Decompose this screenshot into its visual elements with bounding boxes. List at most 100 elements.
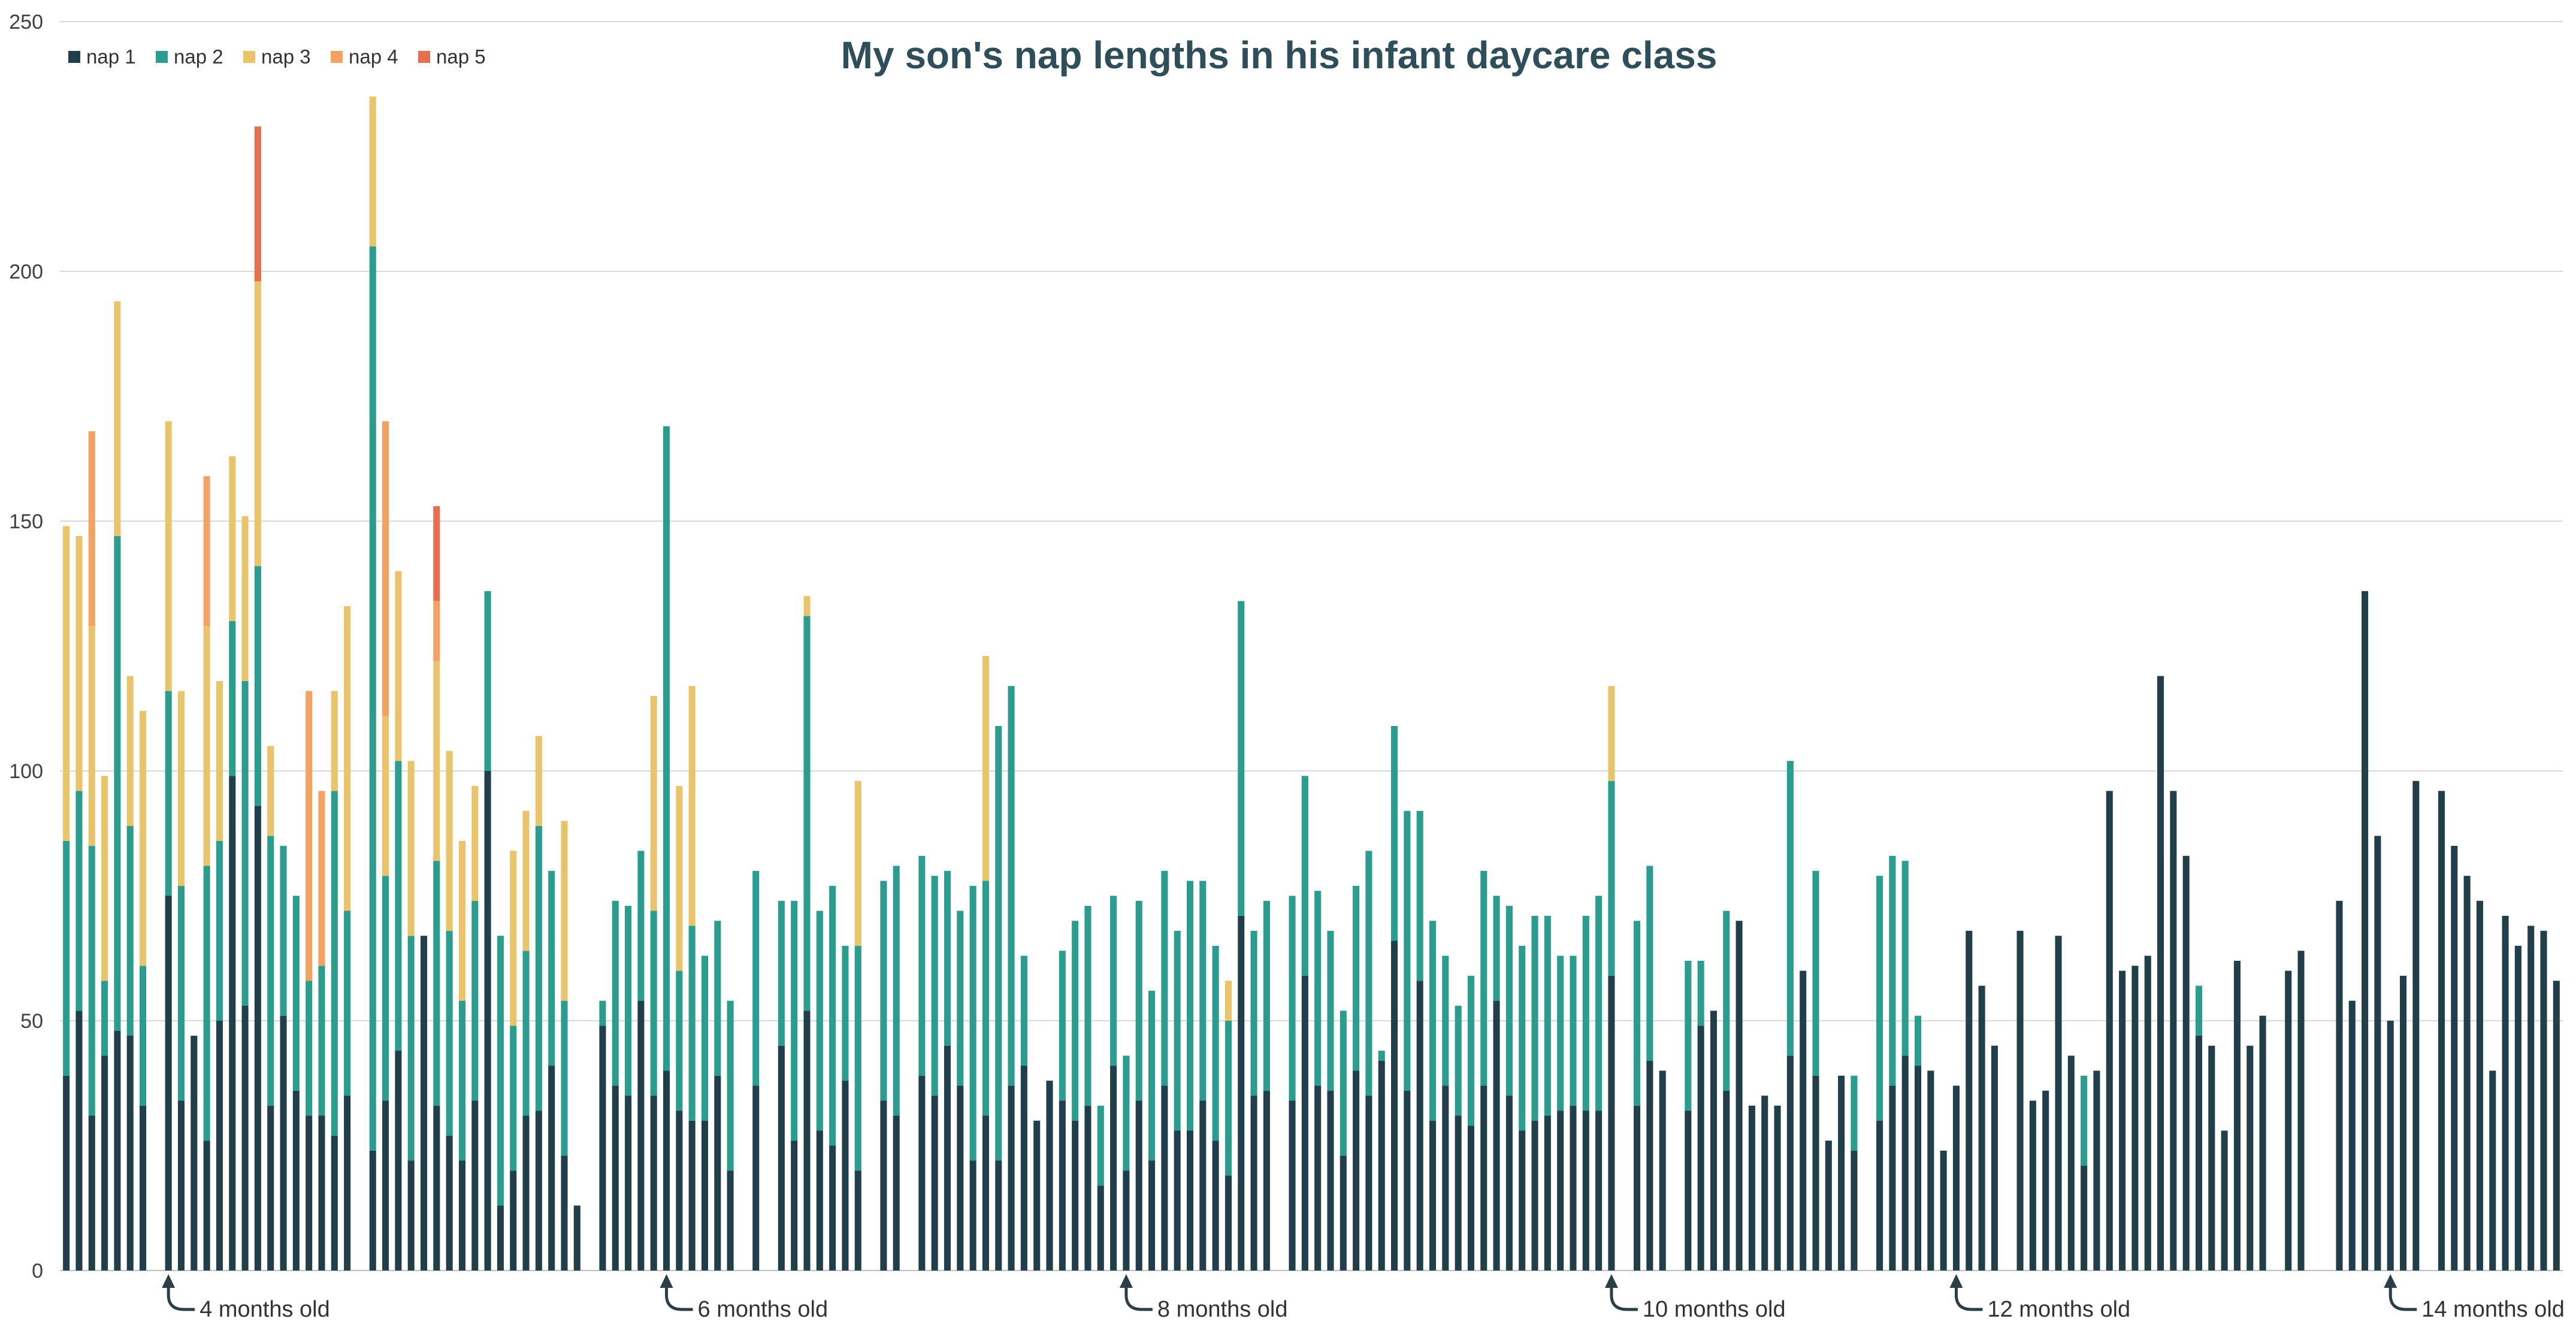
- age-label: 12 months old: [1987, 1297, 2130, 1322]
- bar-nap2-75: [1020, 955, 1027, 1066]
- age-annotation: 14 months old: [2384, 1274, 2565, 1322]
- legend-item-nap-3: nap 3: [243, 46, 311, 68]
- bar-nap1-194: [2540, 930, 2547, 1271]
- bar-nap1-172: [2259, 1015, 2266, 1271]
- bar-nap2-91: [1224, 1021, 1232, 1176]
- bar-nap2-145: [1914, 1015, 1922, 1066]
- arrowhead-icon: [660, 1274, 673, 1288]
- bar-nap2-109: [1455, 1005, 1462, 1116]
- bar-nap2-97: [1301, 776, 1308, 976]
- bar-nap1-128: [1697, 1026, 1704, 1271]
- bar-nap2-101: [1353, 885, 1360, 1071]
- bar-nap1-93: [1250, 1096, 1257, 1271]
- bar-nap2-144: [1901, 861, 1909, 1056]
- bar-nap1-133: [1761, 1096, 1768, 1271]
- curved-arrow-icon: [2388, 1279, 2417, 1311]
- bar-nap1-180: [2362, 591, 2369, 1271]
- bar-nap2-1: [75, 791, 83, 1011]
- bar-nap1-139: [1838, 1075, 1845, 1271]
- bar-nap1-21: [331, 1135, 338, 1271]
- bar-nap1-4: [114, 1030, 121, 1271]
- bar-nap2-113: [1505, 906, 1513, 1096]
- age-annotation: 8 months old: [1119, 1274, 1287, 1322]
- bar-nap1-134: [1774, 1105, 1781, 1271]
- bar-nap1-39: [561, 1155, 568, 1271]
- bar-nap2-42: [599, 1000, 606, 1026]
- y-tick-label: 50: [20, 1010, 43, 1033]
- bar-nap4-25: [382, 421, 389, 716]
- bar-nap2-85: [1148, 990, 1156, 1161]
- bar-nap1-28: [420, 936, 428, 1271]
- bar-nap2-50: [701, 955, 709, 1121]
- bar-nap1-26: [395, 1051, 402, 1271]
- bar-nap1-98: [1314, 1085, 1322, 1271]
- bar-nap1-42: [599, 1026, 606, 1271]
- bar-nap2-82: [1110, 896, 1117, 1066]
- bar-nap1-82: [1110, 1066, 1117, 1271]
- bar-nap2-20: [318, 966, 325, 1116]
- bar-nap1-84: [1135, 1100, 1142, 1271]
- bar-nap3-27: [407, 761, 415, 936]
- curved-arrow-icon: [1124, 1279, 1153, 1311]
- y-tick-label: 0: [32, 1260, 43, 1282]
- bar-nap2-88: [1186, 881, 1194, 1131]
- bar-nap2-99: [1327, 930, 1334, 1091]
- bar-nap5-15: [254, 126, 261, 282]
- bar-nap2-2: [88, 846, 95, 1116]
- bar-nap2-52: [727, 1000, 734, 1171]
- bar-nap1-62: [854, 1170, 861, 1271]
- bar-nap3-22: [344, 606, 351, 911]
- bar-nap1-170: [2233, 960, 2241, 1271]
- bar-nap1-154: [2029, 1100, 2036, 1271]
- bar-nap1-17: [280, 1015, 287, 1271]
- bar-nap1-60: [829, 1145, 836, 1271]
- bar-nap2-74: [1008, 686, 1015, 1086]
- bar-nap2-25: [382, 876, 389, 1101]
- bar-nap2-5: [126, 825, 134, 1036]
- bar-nap1-79: [1072, 1120, 1079, 1271]
- bar-nap1-153: [2016, 930, 2024, 1271]
- bar-nap1-182: [2387, 1021, 2394, 1271]
- bar-nap2-37: [535, 825, 542, 1111]
- bar-nap3-24: [369, 96, 376, 247]
- bar-nap1-111: [1480, 1085, 1487, 1271]
- bar-nap2-12: [216, 840, 223, 1021]
- bar-nap3-62: [854, 781, 861, 946]
- bar-nap2-108: [1442, 955, 1449, 1086]
- bar-nap2-83: [1123, 1055, 1130, 1171]
- bar-nap3-39: [561, 821, 568, 1001]
- bar-nap1-51: [714, 1075, 721, 1271]
- bar-nap2-9: [177, 885, 185, 1101]
- bar-nap3-30: [446, 751, 453, 931]
- curved-arrow-icon: [1610, 1279, 1638, 1311]
- bar-nap2-71: [969, 885, 976, 1161]
- bar-nap1-73: [995, 1160, 1002, 1271]
- bar-nap2-118: [1570, 955, 1577, 1106]
- bar-nap1-110: [1467, 1126, 1474, 1271]
- bar-nap3-14: [241, 516, 249, 681]
- bar-nap1-174: [2285, 970, 2292, 1271]
- age-label: 4 months old: [199, 1297, 330, 1322]
- bar-nap2-36: [522, 951, 530, 1116]
- bar-nap1-148: [1952, 1085, 1960, 1271]
- bar-nap1-20: [318, 1115, 325, 1271]
- bar-nap3-58: [803, 596, 811, 616]
- bar-nap2-158: [2081, 1075, 2088, 1166]
- bar-nap2-65: [893, 866, 900, 1116]
- bar-nap2-70: [957, 910, 964, 1086]
- bar-nap3-26: [395, 571, 402, 761]
- bar-nap1-100: [1340, 1155, 1347, 1271]
- bar-nap3-12: [216, 680, 223, 841]
- bar-nap1-136: [1800, 970, 1807, 1271]
- bar-nap1-3: [101, 1055, 108, 1271]
- bar-nap1-24: [369, 1150, 376, 1271]
- bar-nap1-69: [944, 1045, 951, 1271]
- bar-nap1-159: [2093, 1070, 2100, 1271]
- bar-nap1-147: [1940, 1150, 1947, 1271]
- bar-nap1-48: [676, 1111, 683, 1271]
- bar-nap2-106: [1416, 810, 1423, 981]
- bar-nap1-160: [2106, 791, 2113, 1271]
- bar-nap2-0: [63, 840, 70, 1076]
- bar-nap2-127: [1685, 960, 1692, 1111]
- bar-nap3-37: [535, 736, 542, 826]
